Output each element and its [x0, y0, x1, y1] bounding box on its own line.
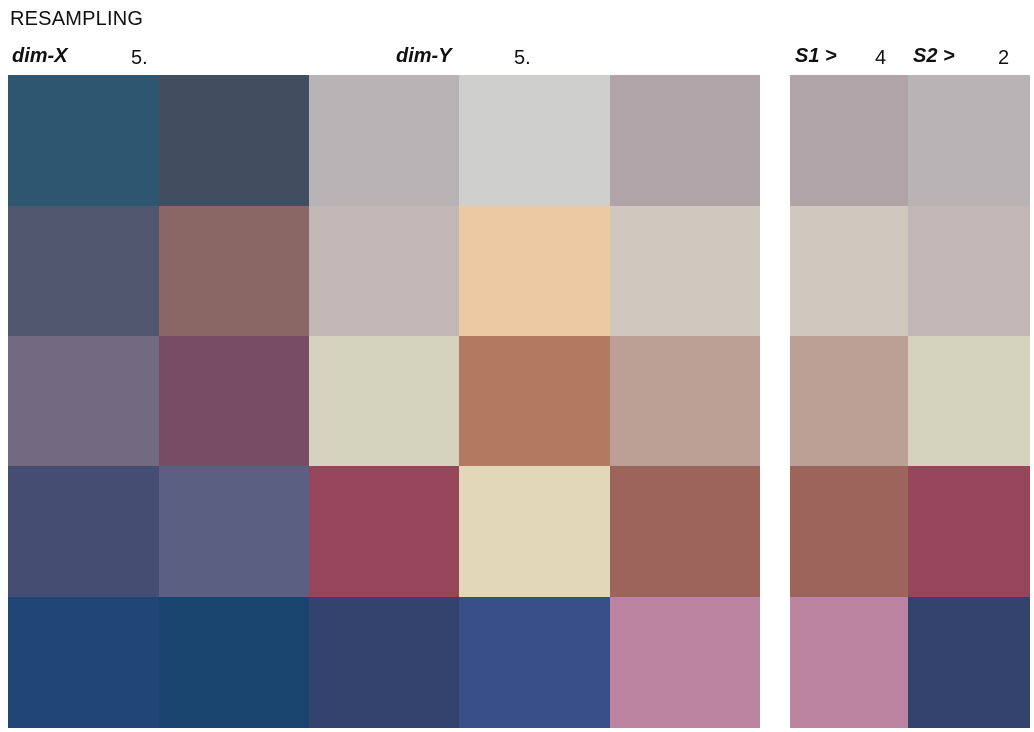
resampling-cell-r1-c2 — [159, 75, 309, 206]
resampling-cell-r4-c5 — [610, 466, 760, 597]
resampling-cell-r2-c4 — [459, 206, 610, 336]
resampling-cell-r4-c3 — [309, 466, 459, 597]
sample-cell-r2-c1 — [790, 206, 908, 336]
s2-label: S2 > — [913, 45, 955, 67]
resampling-cell-r3-c3 — [309, 336, 459, 466]
sample-cell-r1-c1 — [790, 75, 908, 206]
resampling-cell-r5-c2 — [159, 597, 309, 728]
resampling-cell-r1-c4 — [459, 75, 610, 206]
sample-cell-r4-c2 — [908, 466, 1030, 597]
sample-cell-r2-c2 — [908, 206, 1030, 336]
resampling-cell-r1-c1 — [8, 75, 159, 206]
resampling-cell-r3-c1 — [8, 336, 159, 466]
dim-y-value[interactable]: 5. — [514, 47, 531, 69]
resampling-cell-r5-c1 — [8, 597, 159, 728]
resampling-cell-r5-c3 — [309, 597, 459, 728]
resampling-cell-r4-c4 — [459, 466, 610, 597]
resampling-cell-r5-c5 — [610, 597, 760, 728]
s1-value[interactable]: 4 — [875, 47, 887, 69]
resampling-cell-r4-c1 — [8, 466, 159, 597]
resampling-cell-r5-c4 — [459, 597, 610, 728]
resampling-cell-r3-c4 — [459, 336, 610, 466]
sample-cell-r5-c2 — [908, 597, 1030, 728]
sample-grid — [790, 75, 1030, 728]
resampling-cell-r4-c2 — [159, 466, 309, 597]
sample-cell-r5-c1 — [790, 597, 908, 728]
resampling-cell-r2-c5 — [610, 206, 760, 336]
resampling-cell-r3-c2 — [159, 336, 309, 466]
resampling-cell-r2-c1 — [8, 206, 159, 336]
resampling-grid — [8, 75, 760, 728]
sample-cell-r3-c2 — [908, 336, 1030, 466]
sample-cell-r1-c2 — [908, 75, 1030, 206]
s2-value[interactable]: 2 — [998, 47, 1010, 69]
resampling-cell-r1-c5 — [610, 75, 760, 206]
dim-y-label: dim-Y — [396, 45, 452, 67]
sample-cell-r3-c1 — [790, 336, 908, 466]
dim-x-value[interactable]: 5. — [131, 47, 148, 69]
resampling-cell-r3-c5 — [610, 336, 760, 466]
sample-cell-r4-c1 — [790, 466, 908, 597]
resampling-cell-r2-c3 — [309, 206, 459, 336]
s1-label: S1 > — [795, 45, 837, 67]
page-title: RESAMPLING — [10, 8, 144, 30]
resampling-cell-r2-c2 — [159, 206, 309, 336]
dim-x-label: dim-X — [12, 45, 68, 67]
resampling-cell-r1-c3 — [309, 75, 459, 206]
